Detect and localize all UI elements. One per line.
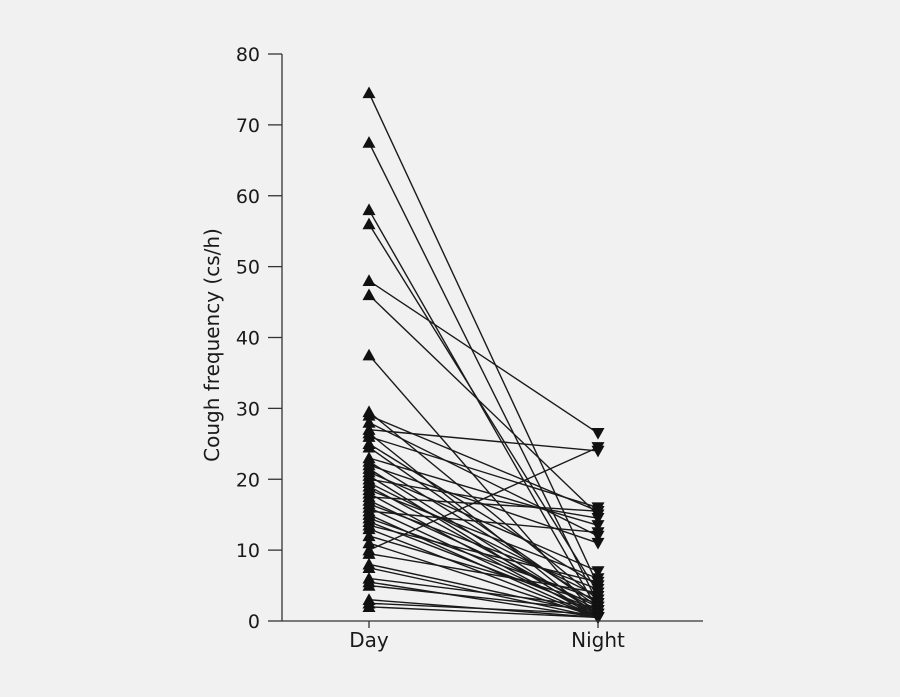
pair-line — [368, 223, 599, 594]
y-tick-label: 20 — [236, 469, 260, 491]
day-marker — [362, 547, 376, 559]
day-marker — [362, 430, 376, 442]
pair-line — [368, 421, 599, 537]
pair-line — [368, 280, 599, 434]
pair-line — [368, 510, 599, 534]
pair-line — [368, 489, 599, 580]
pair-line — [368, 142, 599, 604]
day-marker — [362, 440, 376, 453]
y-tick-label: 60 — [236, 186, 260, 208]
night-marker — [591, 537, 605, 550]
night-marker — [591, 527, 605, 539]
x-tick-label: Night — [571, 628, 625, 652]
pair-line — [368, 354, 599, 618]
pair-lines — [368, 92, 599, 619]
pair-line — [368, 606, 599, 619]
pair-line — [368, 411, 599, 601]
y-tick-label: 40 — [236, 328, 260, 350]
y-tick-label: 30 — [236, 398, 260, 420]
pair-line — [368, 482, 599, 597]
day-marker — [362, 529, 376, 542]
day-marker — [362, 217, 376, 230]
pair-line — [368, 602, 599, 615]
night-marker — [591, 576, 605, 589]
day-marker — [362, 561, 376, 574]
pair-line — [368, 521, 599, 612]
night-marker — [591, 505, 605, 518]
day-marker — [362, 536, 376, 549]
y-tick-label: 10 — [236, 540, 260, 562]
day-marker — [362, 274, 376, 286]
night-marker — [591, 513, 605, 525]
night-marker — [591, 566, 605, 578]
day-marker — [362, 203, 376, 216]
pair-line — [368, 552, 599, 594]
day-marker — [362, 600, 376, 613]
pair-line — [368, 443, 599, 587]
day-marker — [362, 416, 376, 428]
day-marker — [362, 348, 376, 361]
pair-line — [368, 209, 599, 611]
pair-line — [368, 457, 599, 526]
y-tick-label: 50 — [236, 257, 260, 279]
pair-line — [368, 446, 599, 551]
pair-line — [368, 577, 599, 608]
pair-line — [368, 584, 599, 612]
y-axis-label: Cough frequency (cs/h) — [200, 228, 224, 462]
data-markers — [362, 86, 605, 624]
day-marker — [362, 408, 376, 421]
night-marker — [591, 520, 605, 532]
pair-line — [368, 524, 599, 583]
pair-line — [368, 503, 599, 590]
day-marker — [362, 288, 376, 301]
x-tick-label: Day — [349, 628, 389, 652]
pair-line — [368, 436, 599, 509]
day-marker — [362, 522, 376, 535]
night-marker — [591, 612, 605, 624]
pair-line — [368, 92, 599, 586]
day-marker — [362, 136, 376, 148]
y-tick-label: 80 — [236, 44, 260, 66]
pair-line — [368, 460, 599, 604]
pair-line — [368, 496, 599, 512]
pair-line — [368, 428, 599, 452]
pair-line — [368, 535, 599, 604]
day-marker — [362, 579, 376, 591]
axes: 0 10 20 30 40 50 60 70 80 Day Night — [236, 44, 703, 652]
night-marker — [591, 587, 605, 600]
y-tick-label: 70 — [236, 115, 260, 137]
night-marker — [591, 427, 605, 440]
night-marker — [591, 442, 605, 454]
pair-line — [368, 294, 599, 516]
day-marker — [362, 86, 376, 99]
y-tick-label: 0 — [248, 611, 260, 633]
